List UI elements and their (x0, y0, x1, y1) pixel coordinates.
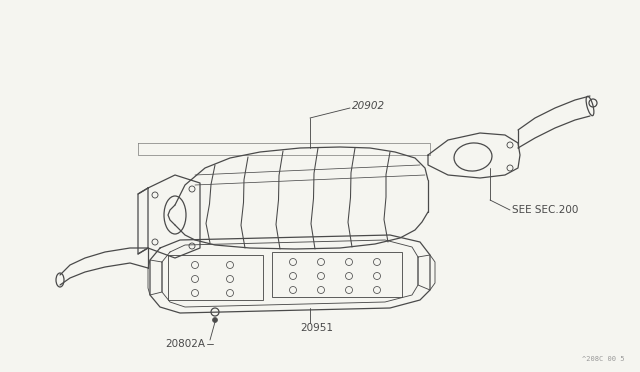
Text: SEE SEC.200: SEE SEC.200 (512, 205, 579, 215)
Text: ^208C 00 5: ^208C 00 5 (582, 356, 625, 362)
Bar (168, 255, 263, 300)
Text: 20802A: 20802A (165, 339, 205, 349)
Text: 20902: 20902 (352, 101, 385, 111)
Circle shape (212, 317, 218, 323)
Bar (272, 252, 402, 297)
Text: 20951: 20951 (300, 323, 333, 333)
